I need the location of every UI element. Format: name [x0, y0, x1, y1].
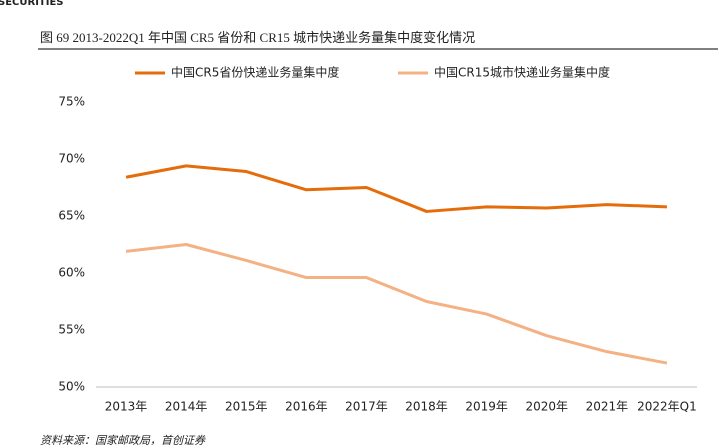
- series-line: [125, 243, 668, 365]
- legend-label: 中国CR15城市快递业务量集中度: [434, 65, 610, 80]
- x-tick-label: 2013年: [105, 400, 148, 414]
- y-tick-label: 65%: [58, 209, 85, 223]
- y-tick-label: 70%: [58, 152, 85, 166]
- chart-title: 图 69 2013-2022Q1 年中国 CR5 省份和 CR15 城市快递业务…: [40, 30, 475, 45]
- x-tick-label: 2015年: [225, 400, 268, 414]
- y-tick-label: 75%: [58, 95, 85, 109]
- series-line: [125, 164, 668, 213]
- legend-label: 中国CR5省份快递业务量集中度: [171, 65, 339, 80]
- x-tick-label: 2019年: [465, 400, 508, 414]
- x-tick-label: 2014年: [165, 400, 208, 414]
- y-tick-label: 50%: [58, 380, 85, 394]
- x-tick-label: 2022年Q1: [637, 400, 697, 414]
- header: SECURITIES: [0, 0, 64, 8]
- y-tick-label: 60%: [58, 266, 85, 280]
- y-tick-label: 55%: [58, 323, 85, 337]
- x-tick-label: 2018年: [405, 400, 448, 414]
- source: 资料来源：国家邮政局，首创证券: [40, 434, 206, 445]
- x-tick-label: 2016年: [285, 400, 328, 414]
- x-tick-label: 2017年: [345, 400, 388, 414]
- x-tick-label: 2020年: [525, 400, 568, 414]
- x-tick-label: 2021年: [586, 400, 629, 414]
